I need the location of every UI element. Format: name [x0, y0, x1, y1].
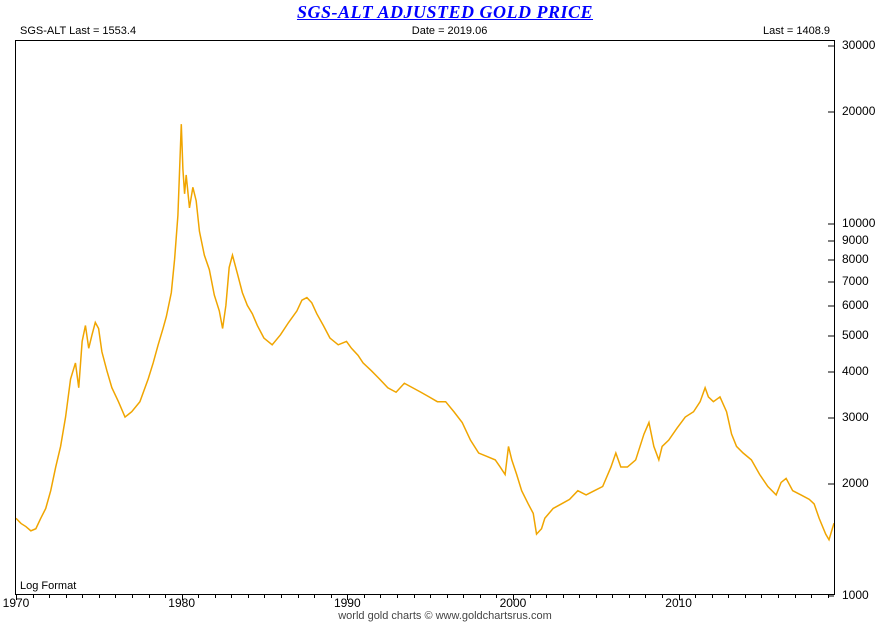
y-tick	[828, 306, 834, 307]
log-format-label: Log Format	[20, 580, 76, 592]
info-right: Last = 1408.9	[763, 25, 830, 37]
x-tick-minor	[364, 594, 365, 598]
x-tick-minor	[215, 594, 216, 598]
x-tick-label: 1990	[334, 596, 361, 610]
y-tick	[828, 223, 834, 224]
x-tick-minor	[430, 594, 431, 598]
y-tick-label: 4000	[842, 364, 869, 378]
x-tick-minor	[761, 594, 762, 598]
y-tick-label: 10000	[842, 216, 875, 230]
y-tick	[828, 596, 834, 597]
price-line-svg	[16, 41, 834, 594]
x-tick-minor	[198, 594, 199, 598]
x-tick-minor	[811, 594, 812, 598]
x-tick-minor	[414, 594, 415, 598]
y-tick-label: 7000	[842, 274, 869, 288]
x-tick-minor	[795, 594, 796, 598]
credits-label: world gold charts © www.goldchartsrus.co…	[0, 610, 890, 622]
x-tick-minor	[132, 594, 133, 598]
info-left: SGS-ALT Last = 1553.4	[20, 25, 136, 37]
x-tick-minor	[695, 594, 696, 598]
x-tick-minor	[645, 594, 646, 598]
x-tick-minor	[231, 594, 232, 598]
y-tick	[828, 371, 834, 372]
x-tick-minor	[662, 594, 663, 598]
y-tick-label: 9000	[842, 233, 869, 247]
y-tick-label: 1000	[842, 588, 869, 602]
x-tick-minor	[480, 594, 481, 598]
info-center: Date = 2019.06	[412, 25, 488, 37]
plot-area: Log Format 19701980199020002010	[15, 40, 835, 595]
x-tick-minor	[612, 594, 613, 598]
info-bar: SGS-ALT Last = 1553.4 Date = 2019.06 Las…	[0, 23, 890, 37]
x-tick-minor	[530, 594, 531, 598]
x-tick-label: 2010	[665, 596, 692, 610]
x-tick-minor	[115, 594, 116, 598]
x-tick-minor	[149, 594, 150, 598]
x-tick-minor	[629, 594, 630, 598]
y-tick	[828, 240, 834, 241]
x-tick-minor	[380, 594, 381, 598]
y-tick-label: 6000	[842, 298, 869, 312]
x-tick-minor	[447, 594, 448, 598]
y-tick-label: 2000	[842, 476, 869, 490]
x-tick-minor	[745, 594, 746, 598]
x-tick-minor	[579, 594, 580, 598]
x-tick-minor	[546, 594, 547, 598]
y-tick-label: 20000	[842, 104, 875, 118]
x-tick-minor	[314, 594, 315, 598]
x-tick-minor	[298, 594, 299, 598]
x-tick-minor	[778, 594, 779, 598]
x-tick-minor	[728, 594, 729, 598]
y-tick	[828, 259, 834, 260]
y-tick-label: 8000	[842, 252, 869, 266]
x-tick-minor	[331, 594, 332, 598]
y-tick-label: 5000	[842, 328, 869, 342]
y-tick	[828, 418, 834, 419]
y-tick	[828, 281, 834, 282]
x-tick-minor	[66, 594, 67, 598]
x-tick-label: 1970	[3, 596, 30, 610]
x-tick-label: 1980	[168, 596, 195, 610]
y-tick	[828, 335, 834, 336]
x-tick-label: 2000	[500, 596, 527, 610]
chart-title: SGS-ALT ADJUSTED GOLD PRICE	[0, 0, 890, 23]
y-tick-label: 30000	[842, 38, 875, 52]
x-tick-minor	[596, 594, 597, 598]
x-tick-minor	[828, 594, 829, 598]
y-tick-label: 3000	[842, 410, 869, 424]
x-tick-minor	[496, 594, 497, 598]
x-tick-minor	[463, 594, 464, 598]
x-tick-minor	[248, 594, 249, 598]
x-tick-minor	[712, 594, 713, 598]
y-tick	[828, 111, 834, 112]
x-tick-minor	[33, 594, 34, 598]
x-tick-minor	[82, 594, 83, 598]
x-tick-minor	[397, 594, 398, 598]
x-tick-minor	[165, 594, 166, 598]
x-tick-minor	[281, 594, 282, 598]
y-tick	[828, 46, 834, 47]
y-tick	[828, 483, 834, 484]
x-tick-minor	[99, 594, 100, 598]
x-tick-minor	[49, 594, 50, 598]
x-tick-minor	[264, 594, 265, 598]
x-tick-minor	[563, 594, 564, 598]
